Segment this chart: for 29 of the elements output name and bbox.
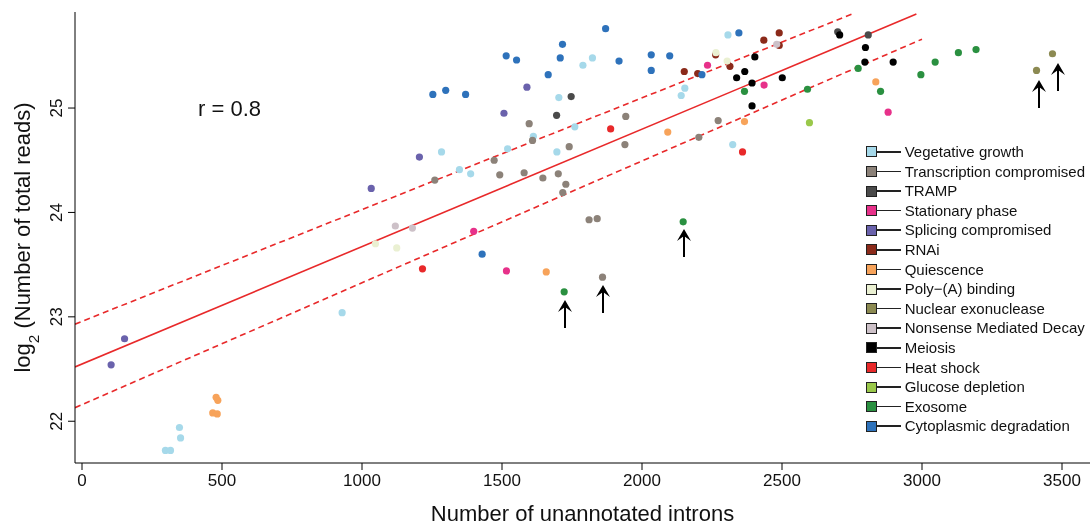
x-tick-label: 2500 [763,471,801,490]
legend-label: Heat shock [904,357,980,378]
x-tick-label: 1000 [343,471,381,490]
y-tick-label: 22 [47,411,66,431]
legend-label: Meiosis [904,338,956,358]
legend-label: Nonsense Mediated Decay [904,318,1085,339]
x-tick-label: 2000 [623,471,661,490]
y-tick-label: 23 [47,307,66,327]
x-tick-label: 3500 [1043,471,1081,490]
legend-label: Vegetative growth [904,142,1024,162]
x-tick-label: 1500 [483,471,521,490]
legend-label: Splicing compromised [904,220,1052,241]
x-tick-label: 0 [77,471,87,490]
legend-label: Glucose depletion [904,377,1025,397]
y-tick-label: 25 [47,98,66,118]
x-axis-title: Number of unannotated introns [430,501,735,521]
legend-label: RNAi [904,240,940,260]
y-tick-label: 24 [47,202,66,222]
legend-label: Nuclear exonuclease [904,298,1045,319]
x-tick-label: 3000 [903,471,941,490]
legend-label: TRAMP [904,181,958,201]
annotation: r = 0.8 [198,96,261,121]
legend-label: Poly−(A) binding [904,279,1016,299]
legend-label: Exosome [904,396,968,417]
legend-label: Stationary phase [904,200,1018,221]
x-tick-label: 500 [207,471,237,490]
legend-label: Cytoplasmic degradation [904,416,1070,436]
legend-label: Quiescence [904,259,984,280]
legend-label: Transcription compromised [904,161,1085,182]
